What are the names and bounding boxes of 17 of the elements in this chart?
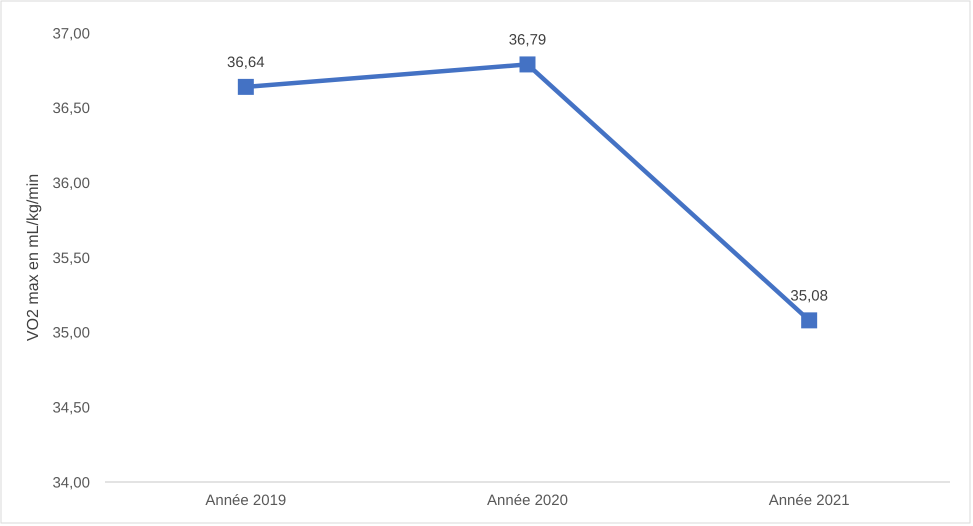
y-tick-label: 36,00 (52, 174, 90, 192)
y-tick-label: 36,50 (52, 100, 90, 118)
x-tick-label: Année 2021 (768, 492, 850, 509)
y-tick-label: 34,50 (52, 399, 90, 416)
y-tick-label: 37,00 (52, 25, 90, 42)
data-label: 36,79 (508, 31, 546, 48)
x-tick-label: Année 2020 (487, 492, 568, 509)
point (238, 78, 254, 95)
y-tick-label: 34,00 (52, 474, 90, 492)
point (520, 56, 536, 72)
data-label: 35,08 (790, 287, 828, 304)
y-tick-label: 35,00 (52, 324, 90, 342)
data-label: 36,64 (227, 54, 265, 71)
x-tick-label: Année 2019 (205, 492, 286, 509)
y-axis-title: VO2 max en mL/kg/min (25, 174, 42, 342)
point (801, 312, 818, 328)
y-tick-label: 35,50 (52, 250, 90, 267)
